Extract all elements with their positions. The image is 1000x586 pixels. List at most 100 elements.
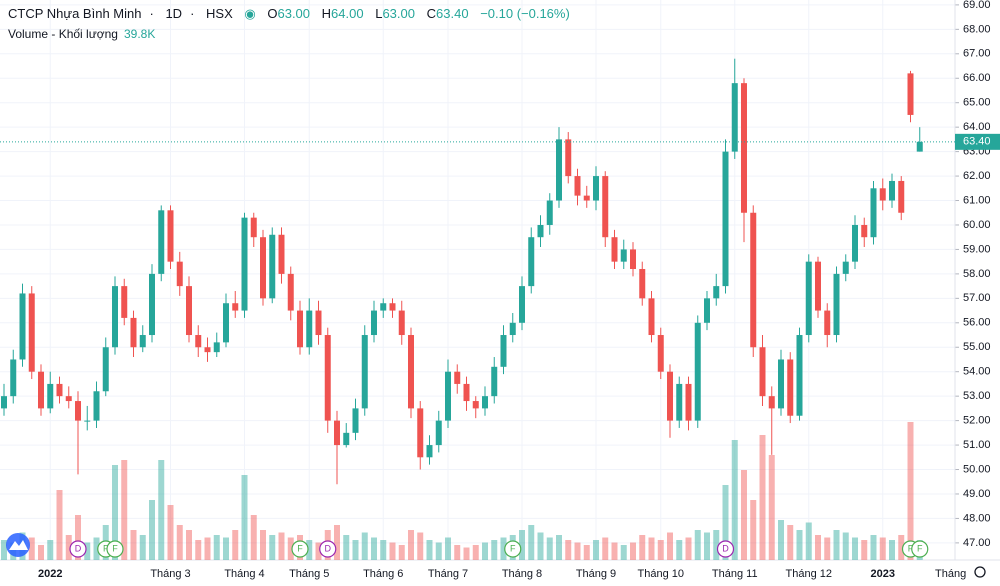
volume-bar: [565, 540, 572, 560]
change: −0.10 (−0.16%): [480, 6, 570, 21]
volume-bar: [56, 490, 63, 560]
high-value: 64.00: [331, 6, 364, 21]
candle-body: [213, 342, 220, 353]
volume-bar: [657, 540, 664, 560]
logo-mark: [9, 540, 28, 550]
candle-body: [463, 383, 470, 402]
y-tick-label: 61.00: [963, 194, 991, 206]
close-value: 63.40: [436, 6, 469, 21]
high-label: H: [321, 6, 332, 21]
candle-body: [445, 371, 451, 421]
candle-body: [602, 176, 609, 238]
volume-bar: [1, 540, 7, 560]
candle-body: [454, 371, 461, 384]
volume-bar: [768, 455, 775, 560]
volume-bar: [593, 540, 599, 560]
candle-body: [380, 303, 387, 311]
volume-bar: [186, 530, 192, 560]
volume-bar: [306, 540, 313, 560]
y-tick-label: 66.00: [963, 72, 991, 84]
candle-body: [75, 401, 81, 421]
candle-body: [1, 396, 7, 409]
event-marker: [319, 540, 337, 558]
volume-bar: [269, 535, 276, 560]
volume-bar: [75, 515, 81, 560]
candle-body: [805, 261, 812, 336]
candle-body: [722, 151, 729, 287]
volume-bar: [722, 485, 729, 560]
candle-body: [546, 200, 553, 225]
candle-body: [704, 298, 710, 323]
x-tick-label: Tháng 5: [289, 568, 329, 580]
candle-body: [879, 188, 886, 201]
volume-bar: [852, 537, 858, 560]
volume-bar: [204, 537, 211, 560]
candle-body: [389, 303, 396, 311]
candle-body: [565, 139, 572, 177]
candle-body: [676, 383, 683, 421]
y-tick-label: 47.00: [963, 537, 991, 549]
volume-title[interactable]: Volume - Khối lượng: [8, 27, 118, 41]
volume-bar: [620, 545, 627, 560]
candle-body: [852, 224, 858, 262]
candle-body: [713, 286, 720, 299]
volume-bar: [694, 530, 701, 560]
volume-bar: [65, 535, 72, 560]
candle-body: [528, 237, 535, 287]
event-marker: [911, 540, 929, 558]
candle-body: [861, 224, 868, 238]
candle-body: [417, 408, 424, 458]
volume-bar: [898, 535, 905, 560]
open-value: 63.00: [277, 6, 311, 21]
candle-body: [371, 310, 377, 336]
volume-bar: [426, 540, 433, 560]
volume-bar: [731, 440, 738, 560]
candle-body: [435, 420, 442, 446]
y-tick-label: 51.00: [963, 439, 991, 451]
candle-body: [500, 335, 507, 367]
candle-body: [870, 188, 877, 238]
volume-bar: [889, 540, 895, 560]
volume-bar: [648, 537, 655, 560]
volume-bar: [861, 540, 868, 560]
candle-body: [556, 139, 562, 201]
volume-bar: [38, 545, 44, 560]
volume-bar: [879, 537, 886, 560]
event-label: F: [112, 543, 118, 553]
volume-bar: [842, 532, 849, 560]
candle-body: [250, 217, 257, 238]
volume-bar: [112, 465, 118, 560]
candle-body: [139, 335, 146, 348]
volume-bar: [47, 540, 54, 560]
settings-icon[interactable]: [974, 566, 986, 578]
volume-bar: [287, 537, 294, 560]
volume-bar: [398, 545, 405, 560]
volume-bar: [491, 540, 498, 560]
volume-bar: [417, 532, 424, 560]
interval[interactable]: 1D: [165, 6, 183, 21]
volume-bar: [519, 530, 525, 560]
volume-bar: [315, 542, 322, 560]
volume-bar: [121, 460, 128, 560]
volume-bar: [583, 545, 590, 560]
volume-bar: [741, 470, 747, 560]
candle-body: [28, 293, 35, 372]
volume-bar: [833, 530, 840, 560]
candle-body: [56, 383, 63, 397]
event-label: F: [103, 543, 109, 553]
last-price-label: 63.40: [963, 136, 991, 148]
candle-body: [10, 359, 17, 397]
y-tick-label: 50.00: [963, 463, 991, 475]
symbol-title[interactable]: CTCP Nhựa Bình Minh: [8, 6, 142, 21]
candle-body: [537, 224, 544, 238]
x-tick-label: Tháng 9: [576, 568, 616, 580]
volume-bar: [778, 520, 784, 560]
candle-body: [833, 273, 840, 336]
candle-body: [269, 234, 276, 299]
candle-body: [204, 347, 211, 353]
volume-bar: [704, 532, 710, 560]
candle-body: [84, 420, 91, 422]
event-label: D: [75, 543, 82, 553]
volume-bar: [574, 542, 581, 560]
